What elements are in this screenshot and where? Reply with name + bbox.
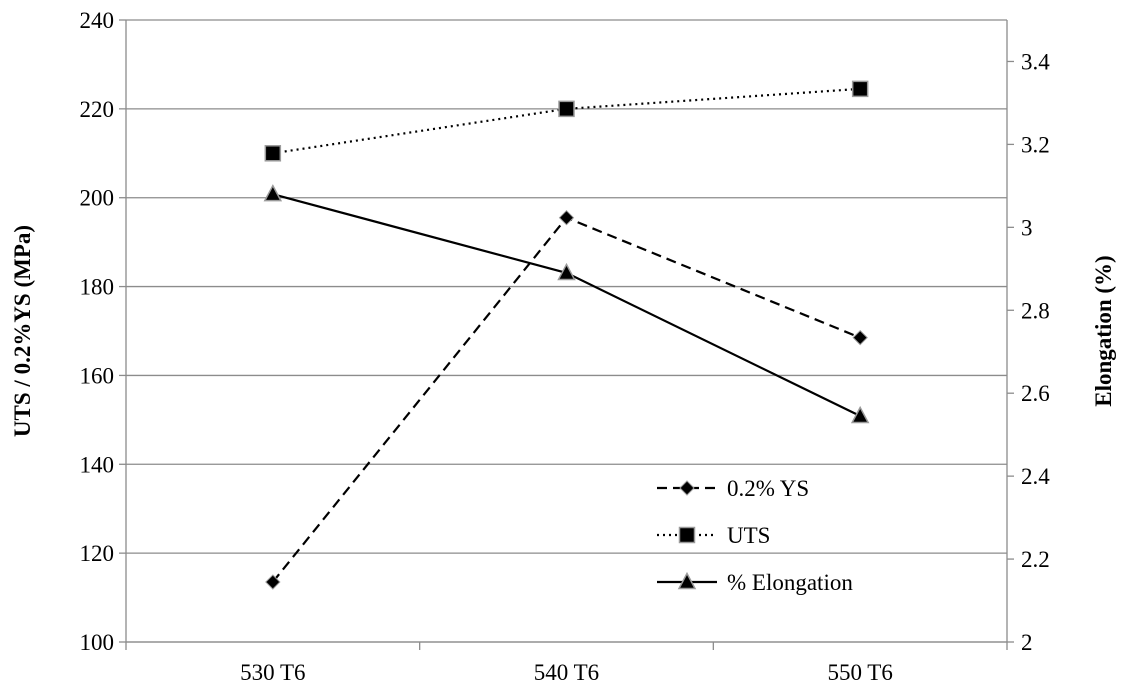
data-point-0-2-ys	[852, 329, 868, 346]
axes	[125, 20, 1008, 643]
y2-tick-label: 3.2	[1021, 132, 1050, 157]
data-point-0-2-ys	[265, 574, 281, 590]
legend-swatch-marker	[679, 480, 695, 496]
y2-tick-label: 2.6	[1021, 381, 1050, 406]
series-line-uts	[272, 87, 861, 155]
y-tick-label: 100	[80, 630, 115, 655]
y2-tick-label: 3	[1021, 215, 1033, 240]
data-point-uts	[264, 145, 282, 162]
data-point-0-2-ys	[558, 210, 575, 226]
y2-tick-label: 2	[1021, 630, 1033, 655]
y-tick-label: 180	[80, 275, 115, 300]
x-axis-ticks: 530 T6 540 T6 550 T6	[125, 642, 1008, 685]
y-tick-label: 240	[80, 8, 115, 33]
y-tick-label: 120	[80, 541, 115, 566]
x-tick-label: 550 T6	[827, 660, 892, 685]
y2-tick-label: 2.4	[1021, 464, 1050, 489]
legend-label: % Elongation	[727, 570, 853, 595]
x-tick-label: 530 T6	[240, 660, 305, 685]
data-point-elongation	[557, 262, 576, 281]
right-axis-ticks: 2 2.2 2.4 2.6 2.8 3 3.2 3.4	[1007, 49, 1050, 655]
y-tick-label: 200	[80, 186, 115, 211]
y2-tick-label: 3.4	[1021, 49, 1050, 74]
y-axis-title: UTS / 0.2%YS (MPa)	[10, 225, 35, 437]
x-tick-label: 540 T6	[534, 660, 599, 685]
y-tick-label: 160	[80, 363, 115, 388]
series-line-elongation	[272, 193, 861, 417]
y-tick-label: 140	[80, 452, 115, 477]
data-point-elongation	[850, 405, 870, 424]
series-group	[263, 80, 870, 590]
data-point-elongation	[263, 184, 283, 202]
legend-swatch-marker	[678, 526, 696, 544]
data-point-uts	[851, 80, 869, 98]
y2-tick-label: 2.8	[1021, 298, 1050, 323]
legend-label: UTS	[727, 523, 770, 548]
legend-label: 0.2% YS	[727, 476, 809, 501]
legend-swatch-marker	[677, 571, 697, 590]
left-axis-ticks: 100 120 140 160 180 200 220 240	[80, 8, 126, 655]
y2-axis-title: Elongation (%)	[1091, 255, 1116, 406]
data-point-uts	[558, 100, 575, 118]
y-tick-label: 220	[80, 97, 115, 122]
y2-tick-label: 2.2	[1021, 547, 1050, 572]
legend: 0.2% YS UTS % Elongation	[657, 476, 853, 595]
